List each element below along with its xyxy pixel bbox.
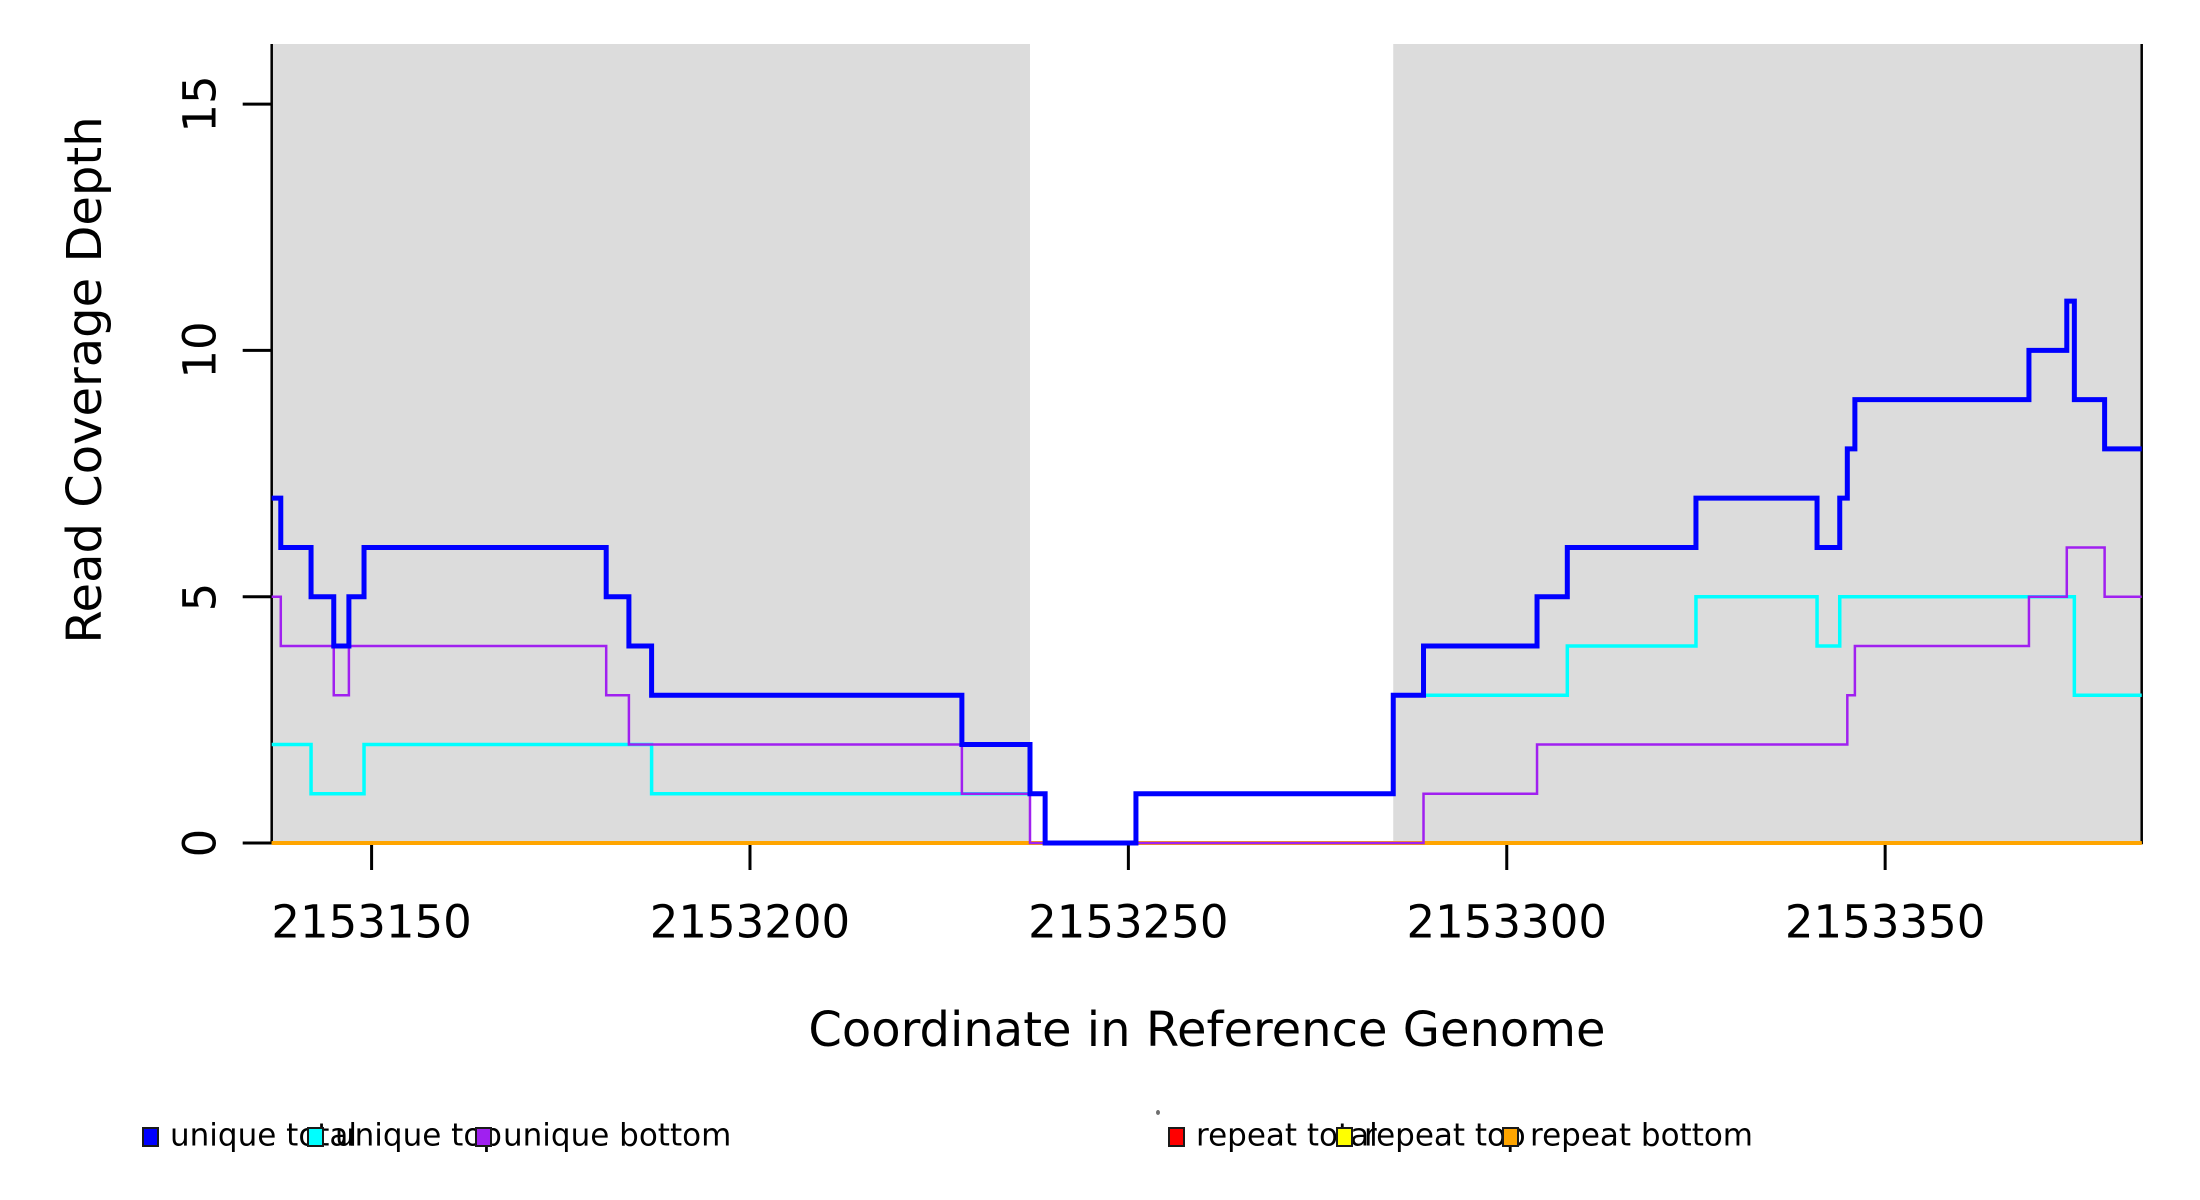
series-unique-total	[271, 298, 2142, 846]
y-axis-title: Read Coverage Depth	[57, 116, 113, 644]
x-tick-label: 2153350	[1784, 895, 1986, 949]
shaded-region-0	[271, 44, 1030, 843]
x-tick-label: 2153250	[1028, 895, 1229, 949]
x-axis-title: Coordinate in Reference Genome	[808, 1002, 1606, 1058]
y-tick-label: 10	[173, 321, 227, 380]
series-unique-bottom	[271, 546, 2142, 845]
x-tick-label: 2153300	[1406, 895, 1607, 949]
x-tick-label: 2153150	[271, 895, 472, 949]
y-tick-label: 5	[173, 582, 227, 612]
y-tick-label: 0	[173, 828, 227, 858]
stray-dot	[1156, 1110, 1160, 1115]
x-tick-label: 2153200	[649, 895, 851, 949]
shaded-region-1	[1393, 44, 2142, 843]
y-tick-label: 15	[173, 75, 227, 133]
